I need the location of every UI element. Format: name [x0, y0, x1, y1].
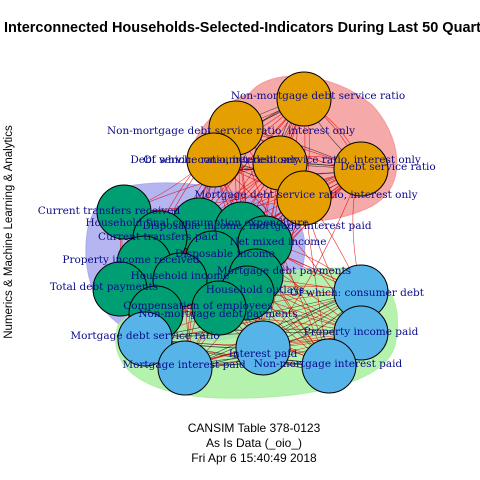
node-label-n20: Of which: consumer debt	[290, 287, 425, 299]
graph-node-n24	[235, 320, 291, 376]
node-label-n7: Current transfers received	[38, 205, 181, 217]
node-label-n16: Total debt payments	[50, 281, 158, 293]
footer-data-note: As Is Data (_oio_)	[205, 436, 303, 450]
node-label-n15: Mortgage debt payments	[217, 265, 351, 277]
node-label-n25: Non-mortgage interest paid	[254, 358, 403, 370]
graph-node-n18	[191, 280, 247, 336]
node-label-n17: Household outlays	[206, 284, 305, 296]
label-layer: Non-mortgage debt service ratio Non-mortg…	[38, 90, 436, 371]
node-label-n21: Mortgage debt service ratio	[70, 330, 219, 342]
node-label-n1: Non-mortgage debt service ratio	[231, 90, 405, 102]
node-label-n4: Of which: consumer debt service ratio, i…	[143, 154, 421, 166]
graph-node-n23	[157, 340, 213, 396]
node-label-n12: Property income received	[62, 254, 200, 266]
graph-node-n6	[276, 170, 332, 226]
node-label-n8: Household final consumption expenditure	[86, 217, 309, 229]
node-label-n24: Interest paid	[229, 348, 298, 360]
node-label-n6: Mortgage debt service ratio, interest on…	[194, 189, 417, 201]
graph-node-n1	[276, 71, 332, 127]
footer-source: CANSIM Table 378-0123	[187, 421, 321, 435]
node-label-n5: Debt service ratio	[340, 161, 435, 173]
node-label-n10: Current transfers paid	[98, 231, 218, 243]
graph-node-n5	[333, 141, 389, 197]
graph-node-n21	[117, 311, 173, 367]
node-label-n22: Property income paid	[304, 326, 419, 338]
node-label-n9: Disposable income, mortgage interest pai…	[142, 220, 371, 232]
node-layer	[92, 71, 389, 396]
node-label-n18: Compensation of employees	[123, 300, 273, 312]
graph-node-n3	[186, 132, 242, 188]
node-label-n13: Disposable income	[175, 248, 275, 260]
node-label-n3: Debt service ratio, interest only	[130, 154, 299, 166]
node-label-n14: Household income	[131, 270, 230, 282]
footer-timestamp: Fri Apr 6 15:40:49 2018	[191, 451, 317, 465]
node-label-n2: Non-mortgage debt service ratio, interes…	[107, 125, 355, 137]
node-label-n19: Non-mortgage debt payments	[138, 308, 297, 320]
node-label-n23: Mortgage interest paid	[122, 359, 246, 371]
graph-node-n25	[301, 338, 357, 394]
chart-title: Interconnected Households-Selected-Indic…	[4, 20, 480, 36]
node-label-n11: Net mixed income	[230, 236, 327, 248]
